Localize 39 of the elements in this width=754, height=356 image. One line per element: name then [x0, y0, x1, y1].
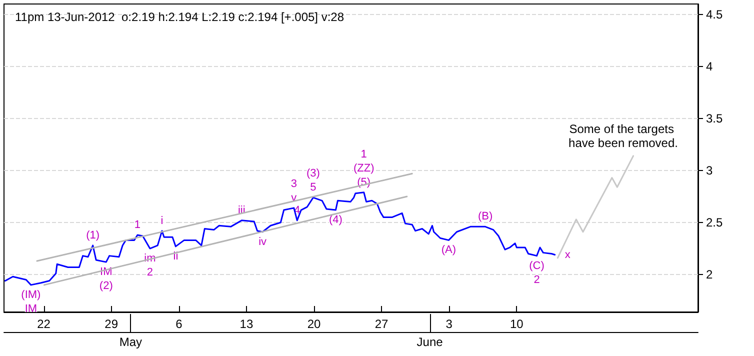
x-tick-label: 27: [374, 317, 389, 331]
annotation: iv: [258, 236, 268, 248]
line-series: [556, 155, 634, 259]
annotation: (2): [99, 280, 113, 292]
annotation: 2: [146, 266, 154, 279]
annotation: (ZZ): [353, 162, 374, 174]
annotation: (3): [306, 168, 320, 180]
annotation: 5: [310, 182, 316, 194]
x2-tick-label: May: [119, 335, 142, 349]
x-tick-label: 22: [37, 317, 51, 331]
y-tick-label: 3: [706, 163, 713, 178]
annotation: 2: [534, 274, 540, 286]
annotation: ii: [173, 250, 178, 262]
y-tick-label: 4: [706, 59, 713, 74]
annotation: (4): [328, 214, 342, 226]
annotation: (1): [86, 229, 100, 242]
x-tick-label: 6: [176, 317, 183, 331]
x-tick-label: 10: [510, 317, 524, 331]
y-tick-label: 2: [706, 268, 713, 282]
annotation: (IM): [21, 288, 41, 301]
x-tick-label: 29: [104, 317, 118, 331]
y-tick-label: 3.5: [706, 111, 724, 126]
x-tick-label: 20: [307, 317, 321, 331]
annotation: 1: [134, 219, 141, 231]
x2-tick-label: June: [416, 335, 444, 349]
annotation: (B): [478, 210, 493, 223]
annotation: (C): [529, 260, 544, 272]
annotation: x: [564, 248, 571, 261]
annotation: 1: [360, 148, 367, 160]
annotation: i: [160, 214, 164, 227]
x-tick-label: 13: [240, 317, 254, 331]
annotation: Some of the targets have been removed.: [568, 122, 678, 150]
annotation: 3: [290, 178, 297, 190]
annotation: (A): [441, 244, 456, 256]
y-tick-label: 2.5: [706, 216, 724, 230]
y-tick-label: 4.5: [706, 7, 724, 22]
text: 11pm 13-Jun-2012 o:2.19 h:2.194 L:2.19 c:2.194 [+.005] v:28: [15, 10, 344, 24]
x-tick-label: 3: [446, 317, 453, 331]
annotation: v: [291, 192, 298, 204]
